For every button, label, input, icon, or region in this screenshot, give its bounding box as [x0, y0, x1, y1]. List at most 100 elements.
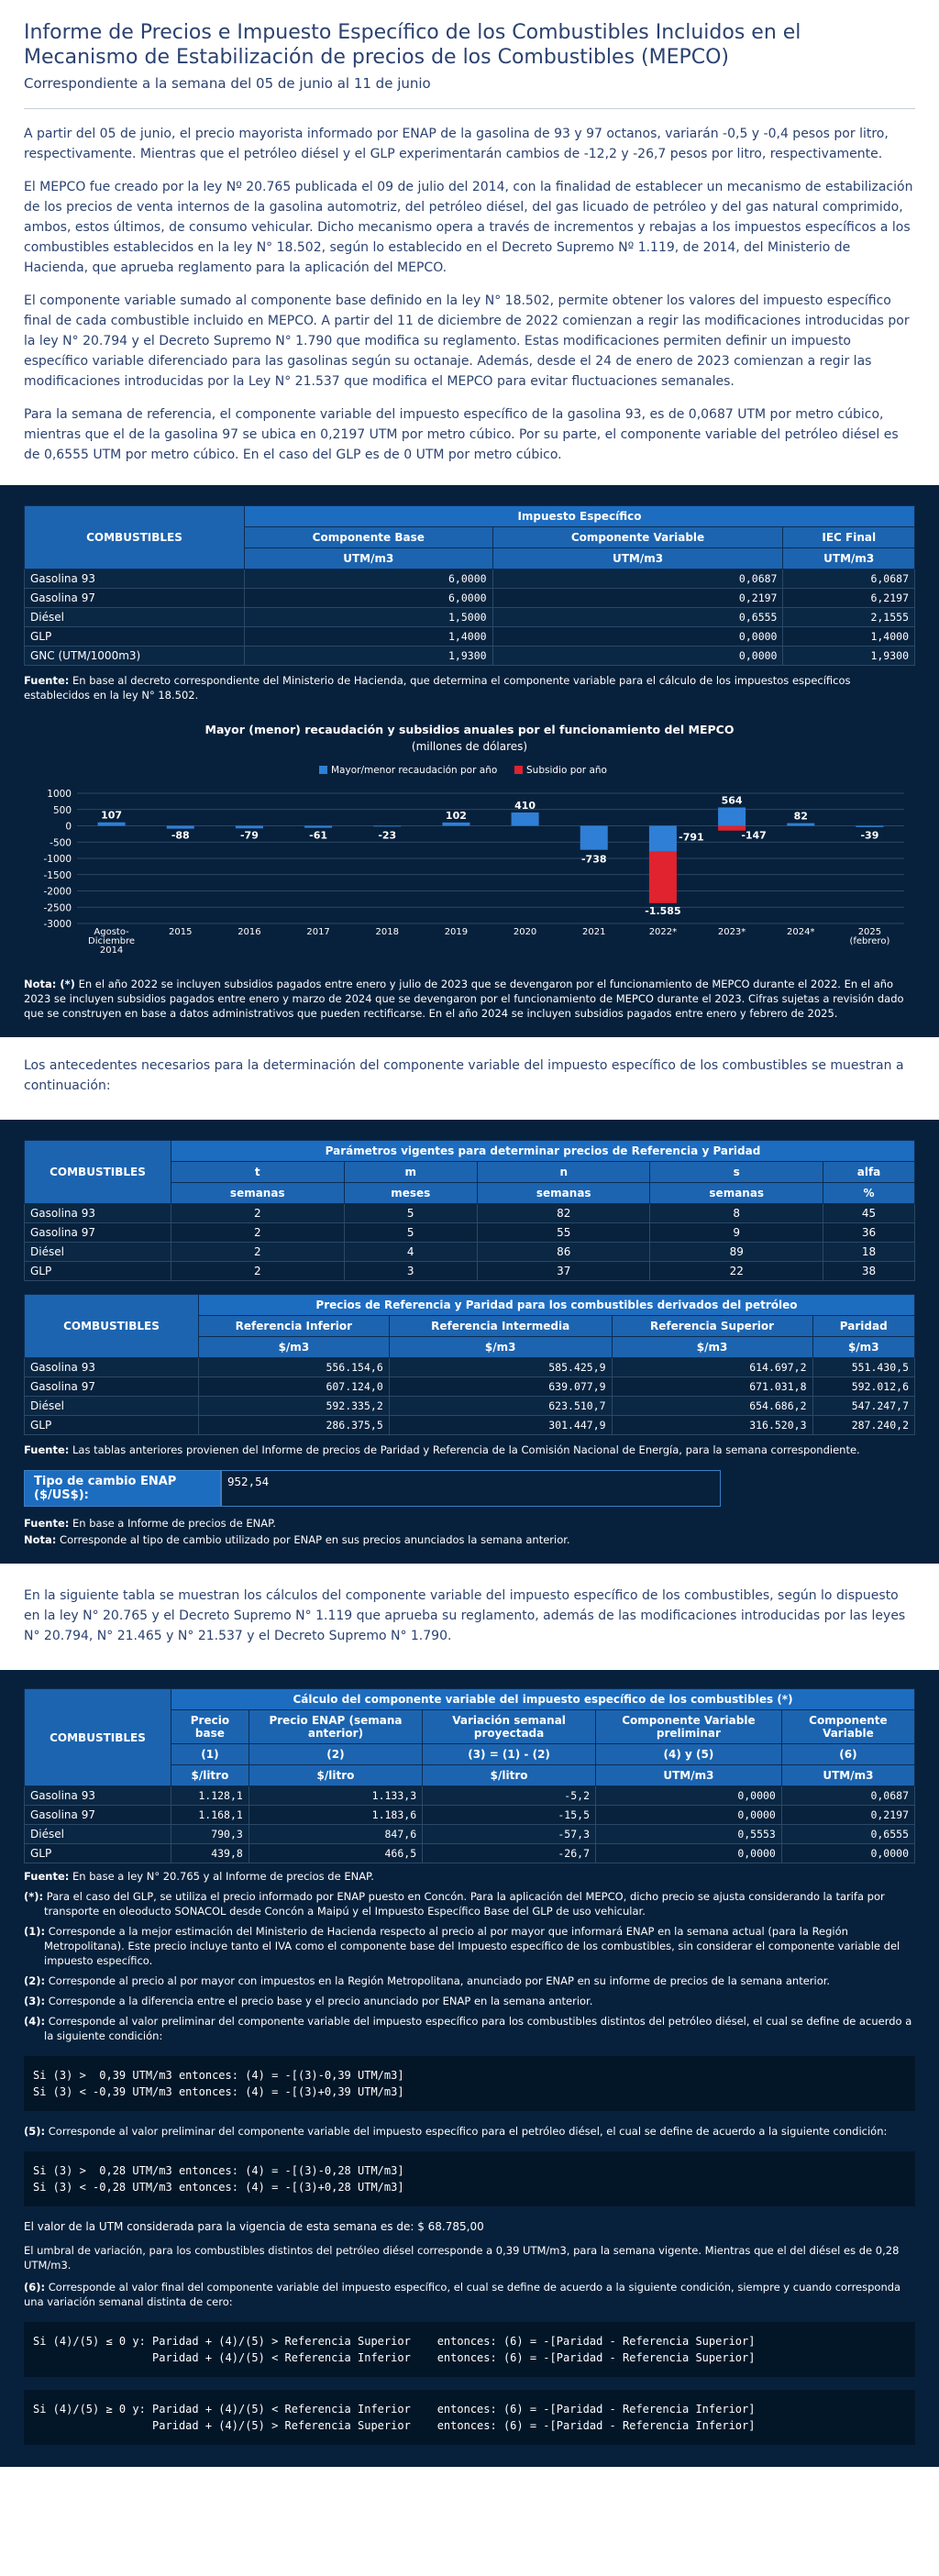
- value-cell: 4: [343, 1242, 478, 1262]
- data-label: -23: [378, 830, 396, 842]
- formula-block-6b: Si (4)/(5) ≥ 0 y: Paridad + (4)/(5) < Re…: [24, 2390, 915, 2445]
- footnotes: El valor de la UTM considerada para la v…: [24, 2219, 915, 2309]
- x-tick-label: 2024*: [787, 927, 814, 937]
- value-cell: 1,4000: [244, 626, 493, 647]
- chart-title: Mayor (menor) recaudación y subsidios an…: [204, 723, 735, 736]
- value-cell: 2: [171, 1222, 345, 1243]
- bar-subsidio: [648, 851, 677, 903]
- formula-block-4: Si (3) > 0,39 UTM/m3 entonces: (4) = -[(…: [24, 2056, 915, 2111]
- fuel-name-cell: GNC (UTM/1000m3): [24, 646, 245, 666]
- col-header: Componente Variable: [492, 526, 784, 548]
- x-tick-label: (febrero): [849, 936, 889, 946]
- value-cell: 86: [476, 1242, 651, 1262]
- group-header: Precios de Referencia y Paridad para los…: [198, 1294, 915, 1316]
- value-cell: 0,0687: [492, 569, 784, 589]
- col-header: Precio ENAP (semana anterior): [248, 1709, 424, 1744]
- value-cell: 466,5: [248, 1843, 424, 1863]
- reference-source-note: Fuente: Las tablas anteriores provienen …: [24, 1443, 860, 1456]
- data-label: -61: [309, 830, 327, 842]
- x-tick-label: 2021: [582, 927, 605, 937]
- fuel-name-cell: Diésel: [24, 607, 245, 627]
- value-cell: 0,6555: [492, 607, 784, 627]
- fuel-name-cell: Gasolina 93: [24, 1203, 171, 1223]
- threshold-text: El umbral de variación, para los combust…: [24, 2244, 900, 2272]
- value-cell: 551.430,5: [812, 1357, 915, 1377]
- bar-recaudacion: [97, 822, 126, 826]
- x-tick-label: 2017: [306, 927, 329, 937]
- data-label: 82: [794, 811, 808, 823]
- antecedentes-text: Los antecedentes necesarios para la dete…: [24, 1058, 904, 1093]
- unit-header: %: [823, 1182, 915, 1204]
- value-cell: 547.247,7: [812, 1396, 915, 1416]
- divider: [24, 108, 915, 109]
- table-row: GLP 2 3 37 22 38: [24, 1261, 915, 1281]
- col-header: Variación semanal proyectada: [422, 1709, 596, 1744]
- fuel-name-cell: Gasolina 93: [24, 1786, 171, 1806]
- value-cell: 9: [649, 1222, 823, 1243]
- table-row: Diésel 790,3 847,6 -57,3 0,5553 0,6555: [24, 1824, 916, 1844]
- value-cell: 6,0000: [244, 569, 493, 589]
- table-row: Gasolina 93 6,0000 0,0687 6,0687: [24, 569, 915, 589]
- table-row: Gasolina 97 6,0000 0,2197 6,2197: [24, 588, 915, 608]
- unit-header: UTM/m3: [780, 1764, 916, 1786]
- formula-block-5: Si (3) > 0,28 UTM/m3 entonces: (4) = -[(…: [24, 2151, 915, 2206]
- unit-header: UTM/m3: [244, 547, 493, 569]
- unit-header: $/litro: [422, 1764, 596, 1786]
- col-header: COMBUSTIBLES: [24, 1688, 171, 1786]
- exchange-source-note: Fuente: En base a Informe de precios de …: [24, 1517, 276, 1530]
- value-cell: 82: [476, 1203, 651, 1223]
- y-tick-label: -1000: [43, 854, 72, 865]
- id-header: (1): [171, 1743, 249, 1765]
- fuel-name-cell: Gasolina 97: [24, 1376, 199, 1397]
- utm-value-text: El valor de la UTM considerada para la v…: [24, 2220, 484, 2233]
- exchange-note: Nota: Corresponde al tipo de cambio util…: [24, 1533, 570, 1546]
- unit-header: semanas: [649, 1182, 823, 1204]
- y-tick-label: 500: [53, 805, 72, 816]
- footnote: (2): Corresponde al precio al por mayor …: [24, 1974, 831, 1987]
- fuel-name-cell: Diésel: [24, 1824, 171, 1844]
- mepco-bar-chart: Mayor/menor recaudación por año Subsidio …: [43, 765, 904, 956]
- calc-intro-text: En la siguiente tabla se muestran los cá…: [24, 1588, 906, 1643]
- bar-recaudacion: [373, 825, 402, 827]
- bar-recaudacion: [648, 825, 677, 852]
- fuel-name-cell: GLP: [24, 626, 245, 647]
- value-cell: 22: [649, 1261, 823, 1281]
- y-tick-label: -2000: [43, 887, 72, 898]
- fuel-name-cell: GLP: [24, 1843, 171, 1863]
- value-cell: 614.697,2: [611, 1357, 813, 1377]
- value-cell: 2,1555: [782, 607, 915, 627]
- data-label: -39: [860, 830, 878, 842]
- value-cell: -5,2: [422, 1786, 596, 1806]
- value-cell: 1,9300: [782, 646, 915, 666]
- col-header: Paridad: [812, 1315, 915, 1337]
- value-cell: 0,2197: [492, 588, 784, 608]
- group-header: Parámetros vigentes para determinar prec…: [171, 1140, 915, 1162]
- fuel-name-cell: Gasolina 97: [24, 1805, 171, 1825]
- value-cell: 0,2197: [780, 1805, 916, 1825]
- value-cell: 18: [823, 1242, 915, 1262]
- value-cell: 592.012,6: [812, 1376, 915, 1397]
- table-row: GLP 1,4000 0,0000 1,4000: [24, 626, 915, 647]
- table-row: GLP 286.375,5 301.447,9 316.520,3 287.240,2: [24, 1415, 915, 1435]
- y-tick-label: -1500: [43, 870, 72, 881]
- table-row: Gasolina 93 2 5 82 8 45: [24, 1203, 915, 1223]
- unit-header: UTM/m3: [782, 547, 915, 569]
- value-cell: 2: [171, 1242, 345, 1262]
- value-cell: 556.154,6: [198, 1357, 390, 1377]
- value-cell: 316.520,3: [611, 1415, 813, 1435]
- fuel-name-cell: Diésel: [24, 1242, 171, 1262]
- value-cell: 639.077,9: [388, 1376, 613, 1397]
- value-cell: 37: [476, 1261, 651, 1281]
- intro-paragraph: El componente variable sumado al compone…: [24, 293, 910, 389]
- iec-table: COMBUSTIBLES Impuesto Específico Compone…: [24, 505, 915, 666]
- bar-recaudacion: [304, 825, 333, 828]
- legend-swatch: [514, 766, 523, 774]
- legend-swatch: [319, 766, 327, 774]
- table-row: GNC (UTM/1000m3) 1,9300 0,0000 1,9300: [24, 646, 915, 666]
- exchange-rate-label: Tipo de cambio ENAP ($/US$):: [24, 1470, 221, 1507]
- col-header: IEC Final: [782, 526, 915, 548]
- calc-section: COMBUSTIBLES Cálculo del componente vari…: [0, 1670, 939, 2467]
- unit-header: $/m3: [388, 1336, 613, 1358]
- x-tick-label: Agosto-: [94, 927, 129, 937]
- bar-recaudacion: [787, 823, 815, 826]
